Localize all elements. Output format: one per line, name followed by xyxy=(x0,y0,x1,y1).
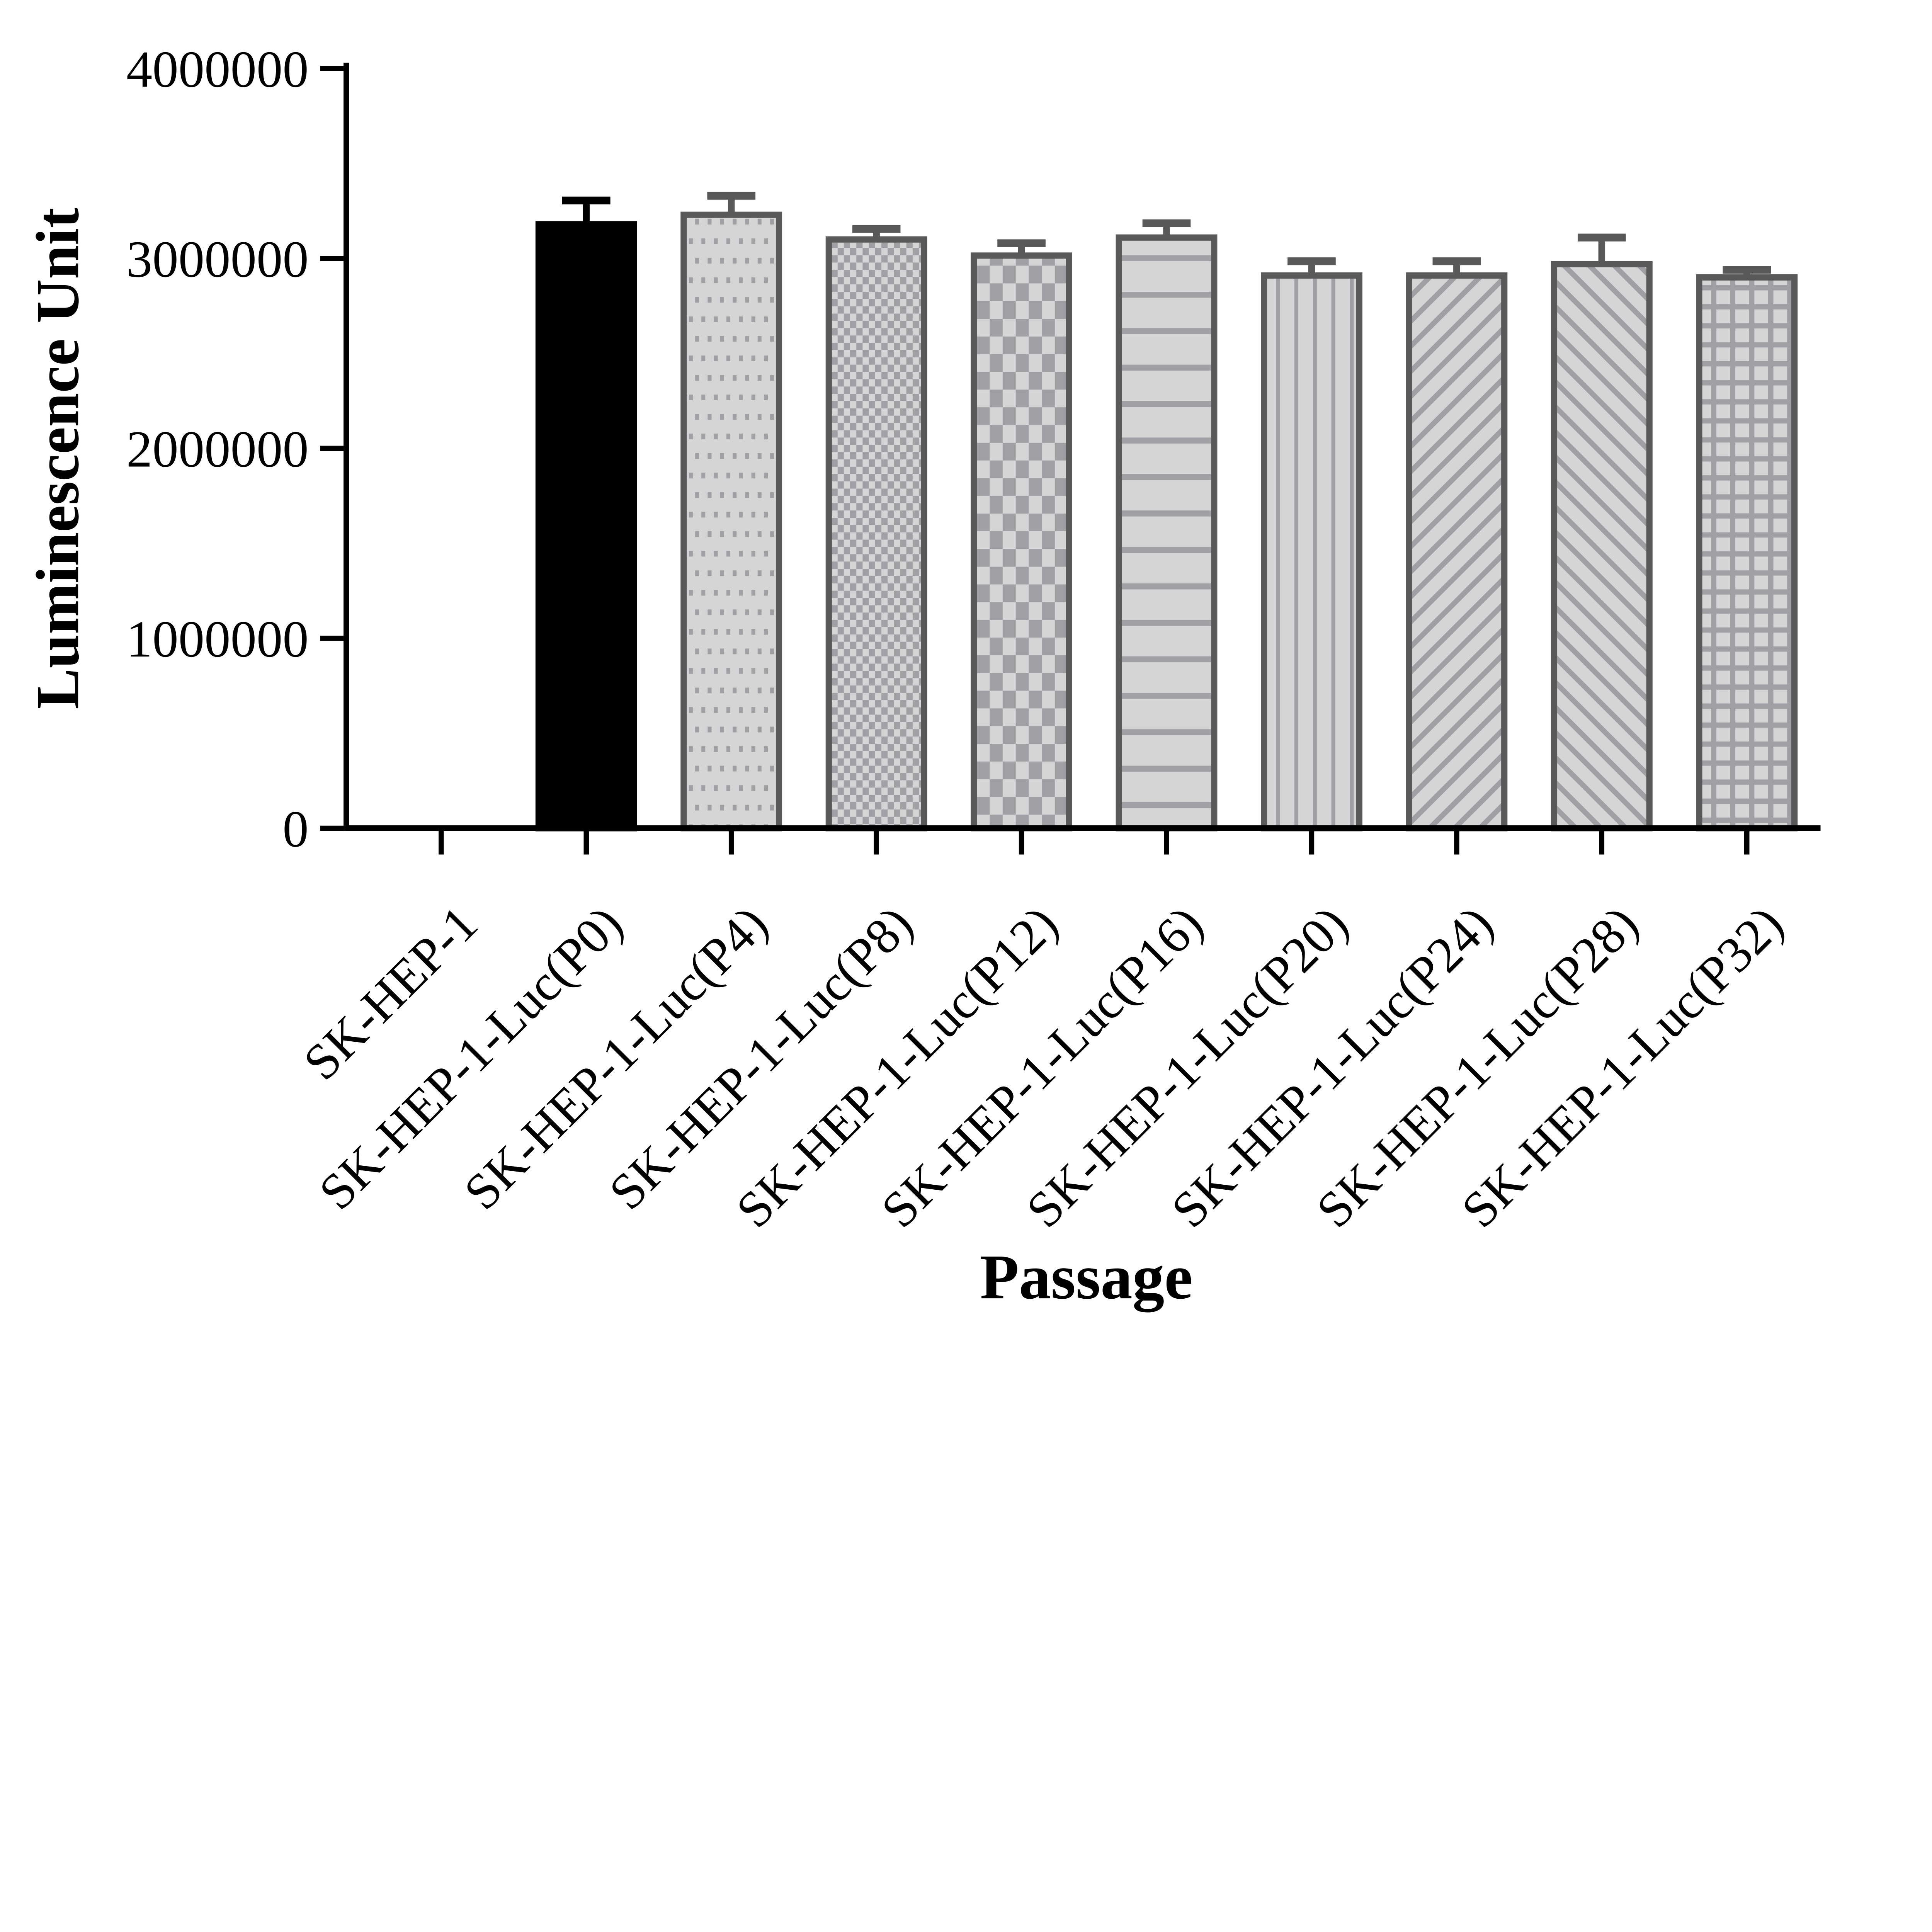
bar-sk-hep-1-luc-p20 xyxy=(1261,272,1362,832)
bar-sk-hep-1-luc-p16 xyxy=(1116,234,1218,832)
y-tick-label: 2000000 xyxy=(126,421,309,478)
error-bar-sk-hep-1-luc-p4 xyxy=(707,192,756,215)
bar-chart-svg: 01000000200000030000004000000SK-HEP-1SK-… xyxy=(24,41,1821,1313)
bar-sk-hep-1-luc-p0 xyxy=(535,221,637,832)
bar-sk-hep-1-luc-p12 xyxy=(971,252,1073,832)
error-bar-sk-hep-1-luc-p16 xyxy=(1142,219,1191,238)
y-axis-title: Luminescence Unit xyxy=(24,207,92,709)
bars-group xyxy=(535,211,1798,832)
luminescence-bar-chart-figure: 0 1000000 2000000 3000000 4000000 SK-HEP-1 SK-… xyxy=(24,41,1821,1313)
axes-group xyxy=(344,63,1821,831)
y-tick-label: 3000000 xyxy=(126,231,309,288)
error-bar-sk-hep-1-luc-p12 xyxy=(997,239,1046,256)
y-ticks-group: 0 1000000 2000000 3000000 4000000 xyxy=(126,41,344,858)
error-bar-sk-hep-1-luc-p28 xyxy=(1577,233,1626,264)
y-tick-label: 1000000 xyxy=(126,611,309,668)
y-tick-label: 0 xyxy=(282,801,308,858)
error-bar-sk-hep-1-luc-p8 xyxy=(852,225,901,240)
bar-sk-hep-1-luc-p24 xyxy=(1406,272,1508,832)
y-tick-label: 4000000 xyxy=(126,41,309,98)
error-bar-sk-hep-1-luc-p0 xyxy=(562,196,611,224)
bar-sk-hep-1-luc-p8 xyxy=(825,236,927,832)
x-axis-title: Passage xyxy=(980,1242,1192,1313)
bar-sk-hep-1-luc-p32 xyxy=(1696,274,1798,832)
bar-sk-hep-1-luc-p4 xyxy=(680,211,782,832)
error-bars-group xyxy=(562,192,1771,277)
error-bar-sk-hep-1-luc-p32 xyxy=(1723,266,1771,277)
error-bar-sk-hep-1-luc-p20 xyxy=(1287,257,1336,276)
error-bar-sk-hep-1-luc-p24 xyxy=(1432,257,1481,276)
bar-sk-hep-1-luc-p28 xyxy=(1551,261,1653,832)
